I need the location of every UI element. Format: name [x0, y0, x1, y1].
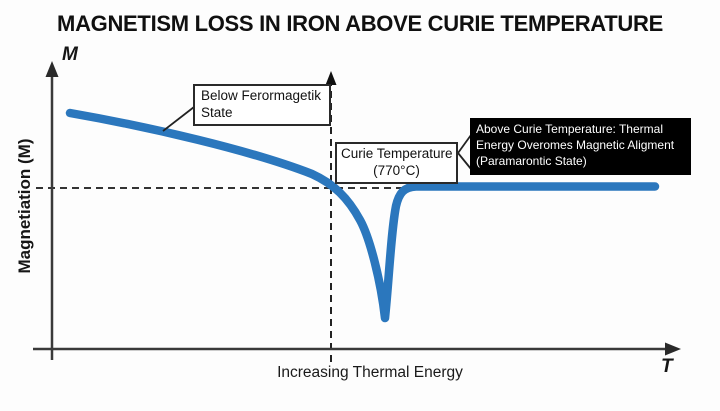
- y-axis-symbol: M: [62, 44, 78, 65]
- annotation-line: Energy Overomes Magnetic Aligment: [476, 137, 675, 152]
- annotation-line: Above Curie Temperature: Thermal: [476, 122, 663, 136]
- annotation-line: Below Ferormagetik: [201, 88, 322, 103]
- annotation-above-curie: Above Curie Temperature: Thermal Energy …: [470, 118, 691, 175]
- y-axis-arrowhead-icon: [45, 61, 59, 77]
- y-axis-label: Magnetiation (M): [15, 138, 34, 274]
- magnetization-curve: [65, 108, 660, 323]
- x-axis-caption: Increasing Thermal Energy: [277, 364, 463, 381]
- annotation-curie-temperature: Curie Temperature (770°C): [335, 142, 458, 184]
- annotation-line: (770°C): [373, 162, 420, 178]
- chart-title: MAGNETISM LOSS IN IRON ABOVE CURIE TEMPE…: [57, 11, 663, 36]
- below-box-leader-line: [162, 106, 195, 132]
- annotation-line: (Paramarontic State): [476, 153, 587, 168]
- annotation-line: State: [201, 104, 233, 120]
- above-box-leader-line-top: [457, 134, 472, 154]
- above-box-leader-line-bottom: [457, 152, 472, 170]
- x-axis-symbol: T: [661, 356, 673, 377]
- x-axis-arrowhead-icon: [665, 342, 681, 356]
- annotation-below-curie: Below Ferormagetik State: [193, 84, 331, 126]
- annotation-line: Curie Temperature: [341, 146, 453, 161]
- curie-line-arrowhead-icon: [325, 71, 337, 85]
